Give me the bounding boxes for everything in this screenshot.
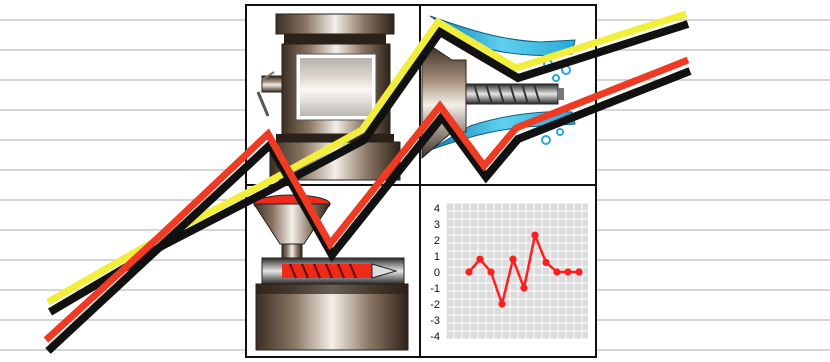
mini-chart-point xyxy=(575,268,583,276)
mini-chart-y-tick-label: 2 xyxy=(434,235,440,247)
mini-chart-icon: 4 3 2 1 0 -1 -2 -3 -4 xyxy=(430,202,588,343)
mini-chart-y-tick-label: -3 xyxy=(430,315,440,327)
mini-chart-y-tick-label: 3 xyxy=(434,219,440,231)
mini-chart-y-tick-label: -1 xyxy=(430,283,440,295)
mini-chart-point xyxy=(476,255,484,263)
mini-chart-y-tick-label: 0 xyxy=(434,267,440,279)
mini-chart-y-tick-label: -2 xyxy=(430,299,440,311)
mini-chart-point xyxy=(498,300,506,308)
mini-chart-point xyxy=(465,268,473,276)
mini-chart-y-tick-label: 4 xyxy=(434,203,440,215)
mini-chart-points xyxy=(465,231,583,308)
press-machine-icon xyxy=(256,13,401,181)
panel-bottom-left xyxy=(245,184,421,358)
mini-chart-point xyxy=(531,231,539,239)
mini-chart-y-tick-label: 1 xyxy=(434,251,440,263)
mini-chart-y-ticks: 4 3 2 1 0 -1 -2 -3 -4 xyxy=(430,203,440,343)
mini-chart-gridlines xyxy=(445,202,588,340)
mini-chart-point xyxy=(553,268,561,276)
mini-chart-y-tick-label: -4 xyxy=(430,331,440,343)
mini-chart-point xyxy=(542,258,550,266)
mini-chart-point xyxy=(509,255,517,263)
mini-chart-point xyxy=(520,284,528,292)
panel-bottom-right: 4 3 2 1 0 -1 -2 -3 -4 xyxy=(419,184,597,358)
mini-chart-point xyxy=(487,268,495,276)
red-trend-line xyxy=(43,56,692,354)
mini-chart-point xyxy=(564,268,572,276)
